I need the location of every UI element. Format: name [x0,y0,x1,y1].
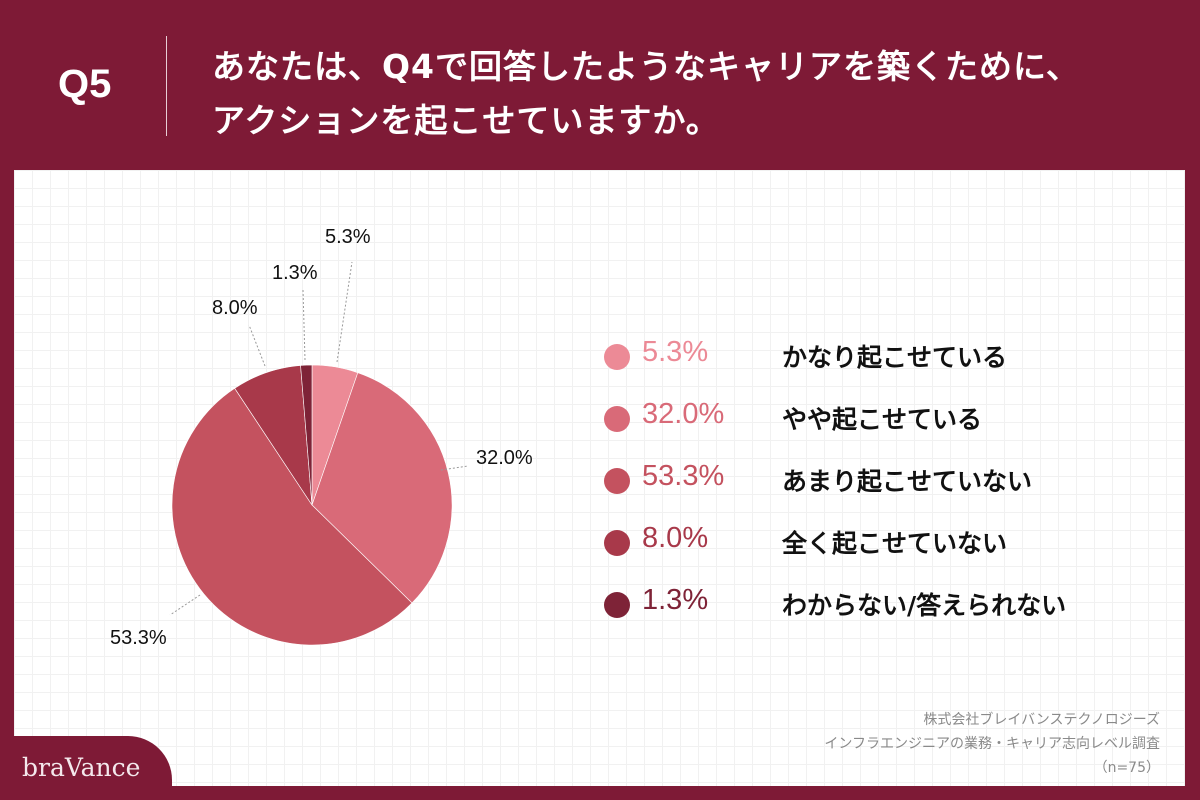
question-title-line1: あなたは、Q4で回答したようなキャリアを築くために、 [212,47,1081,86]
legend-item: 5.3% かなり起こせている [590,330,1150,392]
pie-label-s4: 8.0% [212,297,258,319]
legend-percent: 8.0% [642,522,709,554]
source-note: 株式会社ブレイバンステクノロジーズ インフラエンジニアの業務・キャリア志向レベル… [824,708,1160,780]
legend-percent: 1.3% [642,584,709,616]
logo-tab [0,736,172,800]
question-title: あなたは、Q4で回答したようなキャリアを築くために、 アクションを起こせています… [212,40,1172,148]
pie-label-s5: 1.3% [272,262,318,284]
leader-line-s2 [440,465,469,471]
legend-dot-icon [604,468,630,494]
pie-slice [300,364,313,506]
pie-label-s1: 5.3% [325,226,371,248]
source-company: 株式会社ブレイバンステクノロジーズ [923,712,1160,728]
legend-dot-icon [604,592,630,618]
header: Q5 あなたは、Q4で回答したようなキャリアを築くために、 アクションを起こせて… [0,0,1200,170]
legend-item: 32.0% やや起こせている [590,392,1150,454]
legend-label: 全く起こせていない [782,529,1008,558]
legend-dot-icon [604,406,630,432]
legend-percent: 32.0% [642,398,725,430]
leader-line-s3 [169,594,201,616]
question-title-line2: アクションを起こせていますか。 [212,101,720,140]
legend-percent: 5.3% [642,336,709,368]
legend-label: あまり起こせていない [782,467,1033,496]
leader-line-s1 [336,261,353,363]
legend-label: かなり起こせている [782,343,1008,372]
pie-slice [171,387,413,646]
leader-line-s5 [302,289,306,361]
legend-dot-icon [604,530,630,556]
legend-percent: 53.3% [642,460,725,492]
pie-slice [311,372,453,604]
question-number: Q5 [58,62,112,106]
pie-slices [171,364,453,646]
legend-item: 53.3% あまり起こせていない [590,454,1150,516]
source-sample-size: （n=75） [1093,760,1160,776]
pie-label-s3: 53.3% [110,627,167,649]
legend-item: 8.0% 全く起こせていない [590,516,1150,578]
leader-lines [169,261,469,616]
header-divider [166,36,167,136]
leader-line-s4 [248,324,266,367]
legend-dot-icon [604,344,630,370]
legend-label: わからない/答えられない [782,591,1067,620]
source-survey: インフラエンジニアの業務・キャリア志向レベル調査 [824,736,1160,752]
legend: 5.3% かなり起こせている 32.0% やや起こせている 53.3% あまり起… [590,330,1150,640]
legend-label: やや起こせている [782,405,983,434]
legend-item: 1.3% わからない/答えられない [590,578,1150,640]
pie-label-s2: 32.0% [476,447,533,469]
brand-logo: braVance [22,753,141,782]
